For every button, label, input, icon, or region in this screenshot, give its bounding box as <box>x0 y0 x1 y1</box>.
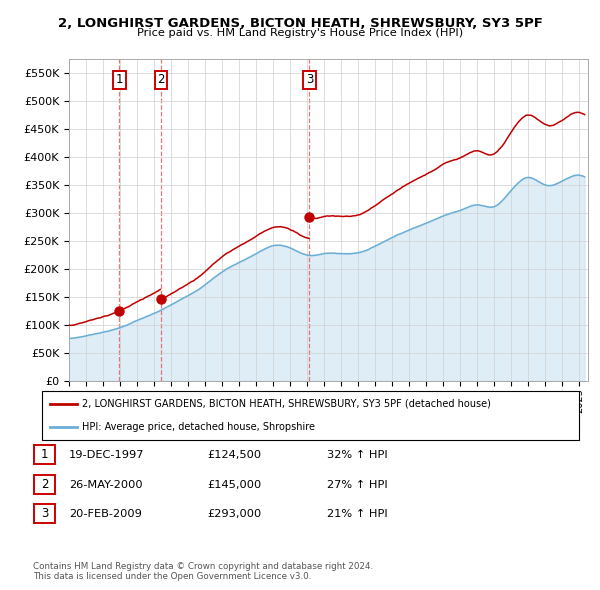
FancyBboxPatch shape <box>34 475 55 494</box>
Text: 2: 2 <box>157 73 164 86</box>
Text: £124,500: £124,500 <box>207 451 261 460</box>
Text: 19-DEC-1997: 19-DEC-1997 <box>69 451 145 460</box>
Text: 21% ↑ HPI: 21% ↑ HPI <box>327 510 388 519</box>
Text: 3: 3 <box>41 507 48 520</box>
Text: 1: 1 <box>116 73 123 86</box>
Text: HPI: Average price, detached house, Shropshire: HPI: Average price, detached house, Shro… <box>82 422 315 432</box>
Text: £293,000: £293,000 <box>207 510 261 519</box>
FancyBboxPatch shape <box>42 391 579 440</box>
FancyBboxPatch shape <box>34 504 55 523</box>
Text: 3: 3 <box>306 73 313 86</box>
Text: 2, LONGHIRST GARDENS, BICTON HEATH, SHREWSBURY, SY3 5PF (detached house): 2, LONGHIRST GARDENS, BICTON HEATH, SHRE… <box>82 399 491 409</box>
Text: 26-MAY-2000: 26-MAY-2000 <box>69 480 143 490</box>
Text: 2: 2 <box>41 478 48 491</box>
Text: 2, LONGHIRST GARDENS, BICTON HEATH, SHREWSBURY, SY3 5PF: 2, LONGHIRST GARDENS, BICTON HEATH, SHRE… <box>58 17 542 30</box>
Text: Contains HM Land Registry data © Crown copyright and database right 2024.
This d: Contains HM Land Registry data © Crown c… <box>33 562 373 581</box>
FancyBboxPatch shape <box>34 445 55 464</box>
Text: 32% ↑ HPI: 32% ↑ HPI <box>327 451 388 460</box>
Text: 20-FEB-2009: 20-FEB-2009 <box>69 510 142 519</box>
Text: 27% ↑ HPI: 27% ↑ HPI <box>327 480 388 490</box>
Text: Price paid vs. HM Land Registry's House Price Index (HPI): Price paid vs. HM Land Registry's House … <box>137 28 463 38</box>
Text: £145,000: £145,000 <box>207 480 261 490</box>
Text: 1: 1 <box>41 448 48 461</box>
